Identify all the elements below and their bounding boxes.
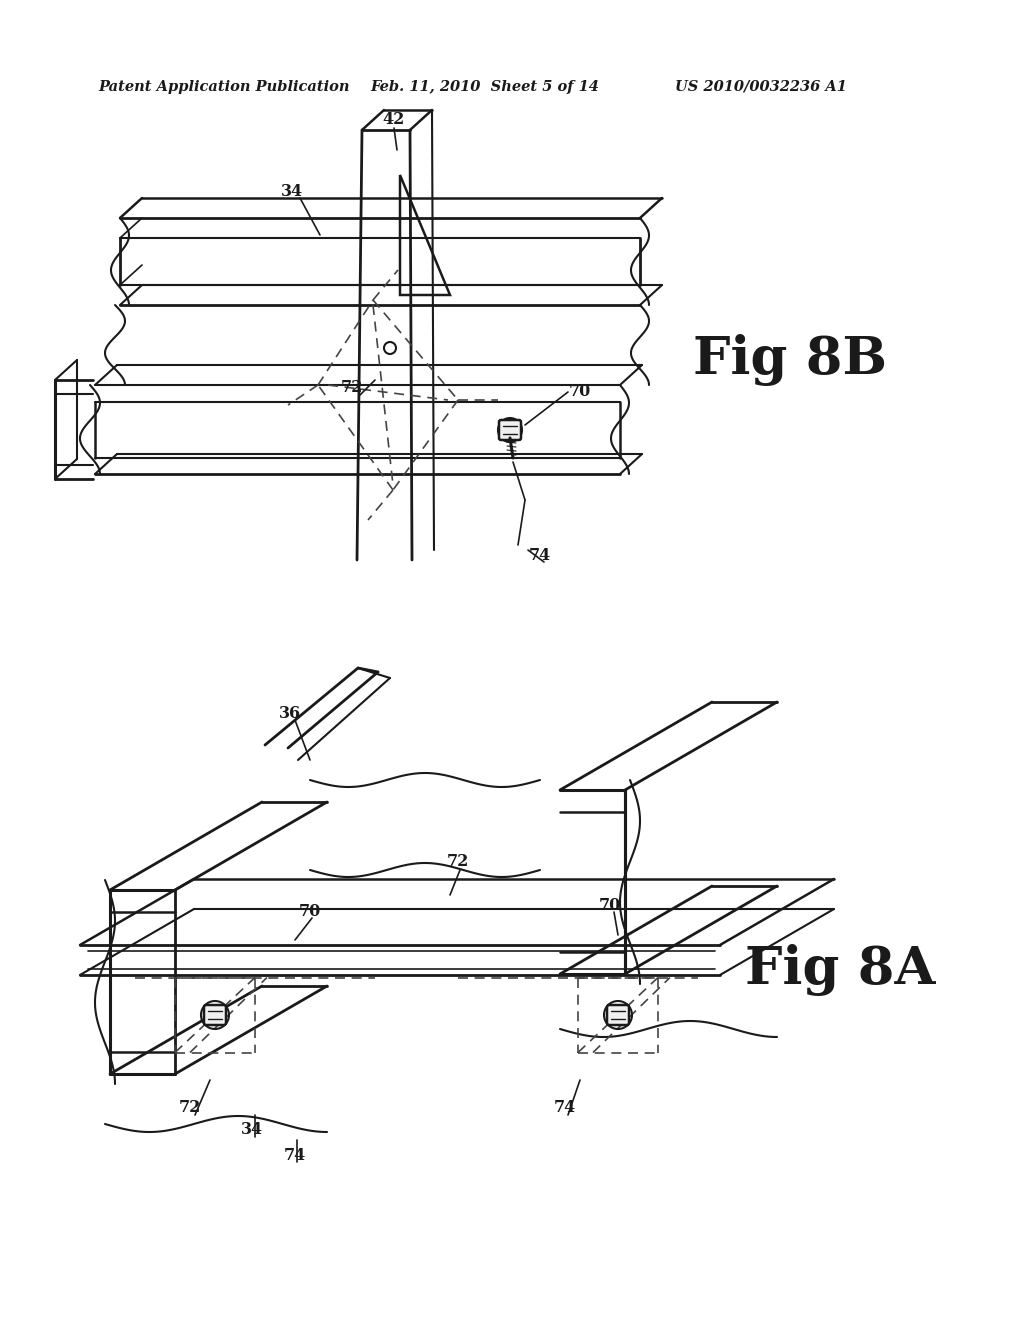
Text: 74: 74 — [528, 546, 551, 564]
Text: 34: 34 — [241, 1122, 263, 1138]
Text: Feb. 11, 2010  Sheet 5 of 14: Feb. 11, 2010 Sheet 5 of 14 — [370, 81, 599, 94]
Text: US 2010/0032236 A1: US 2010/0032236 A1 — [675, 81, 847, 94]
Text: 70: 70 — [569, 384, 591, 400]
Text: 74: 74 — [284, 1147, 306, 1163]
Text: 42: 42 — [383, 111, 406, 128]
Text: 70: 70 — [299, 903, 322, 920]
Text: 72: 72 — [179, 1100, 201, 1117]
Text: Fig 8B: Fig 8B — [693, 334, 887, 385]
FancyBboxPatch shape — [499, 420, 521, 440]
FancyBboxPatch shape — [204, 1005, 226, 1026]
Text: Fig 8A: Fig 8A — [744, 944, 935, 997]
Text: Patent Application Publication: Patent Application Publication — [98, 81, 349, 94]
Text: 74: 74 — [554, 1100, 577, 1117]
FancyBboxPatch shape — [607, 1005, 629, 1026]
Text: 36: 36 — [279, 705, 301, 722]
Text: 72: 72 — [341, 380, 364, 396]
Text: 72: 72 — [446, 854, 469, 870]
Text: 34: 34 — [281, 183, 303, 201]
Text: 70: 70 — [599, 896, 622, 913]
